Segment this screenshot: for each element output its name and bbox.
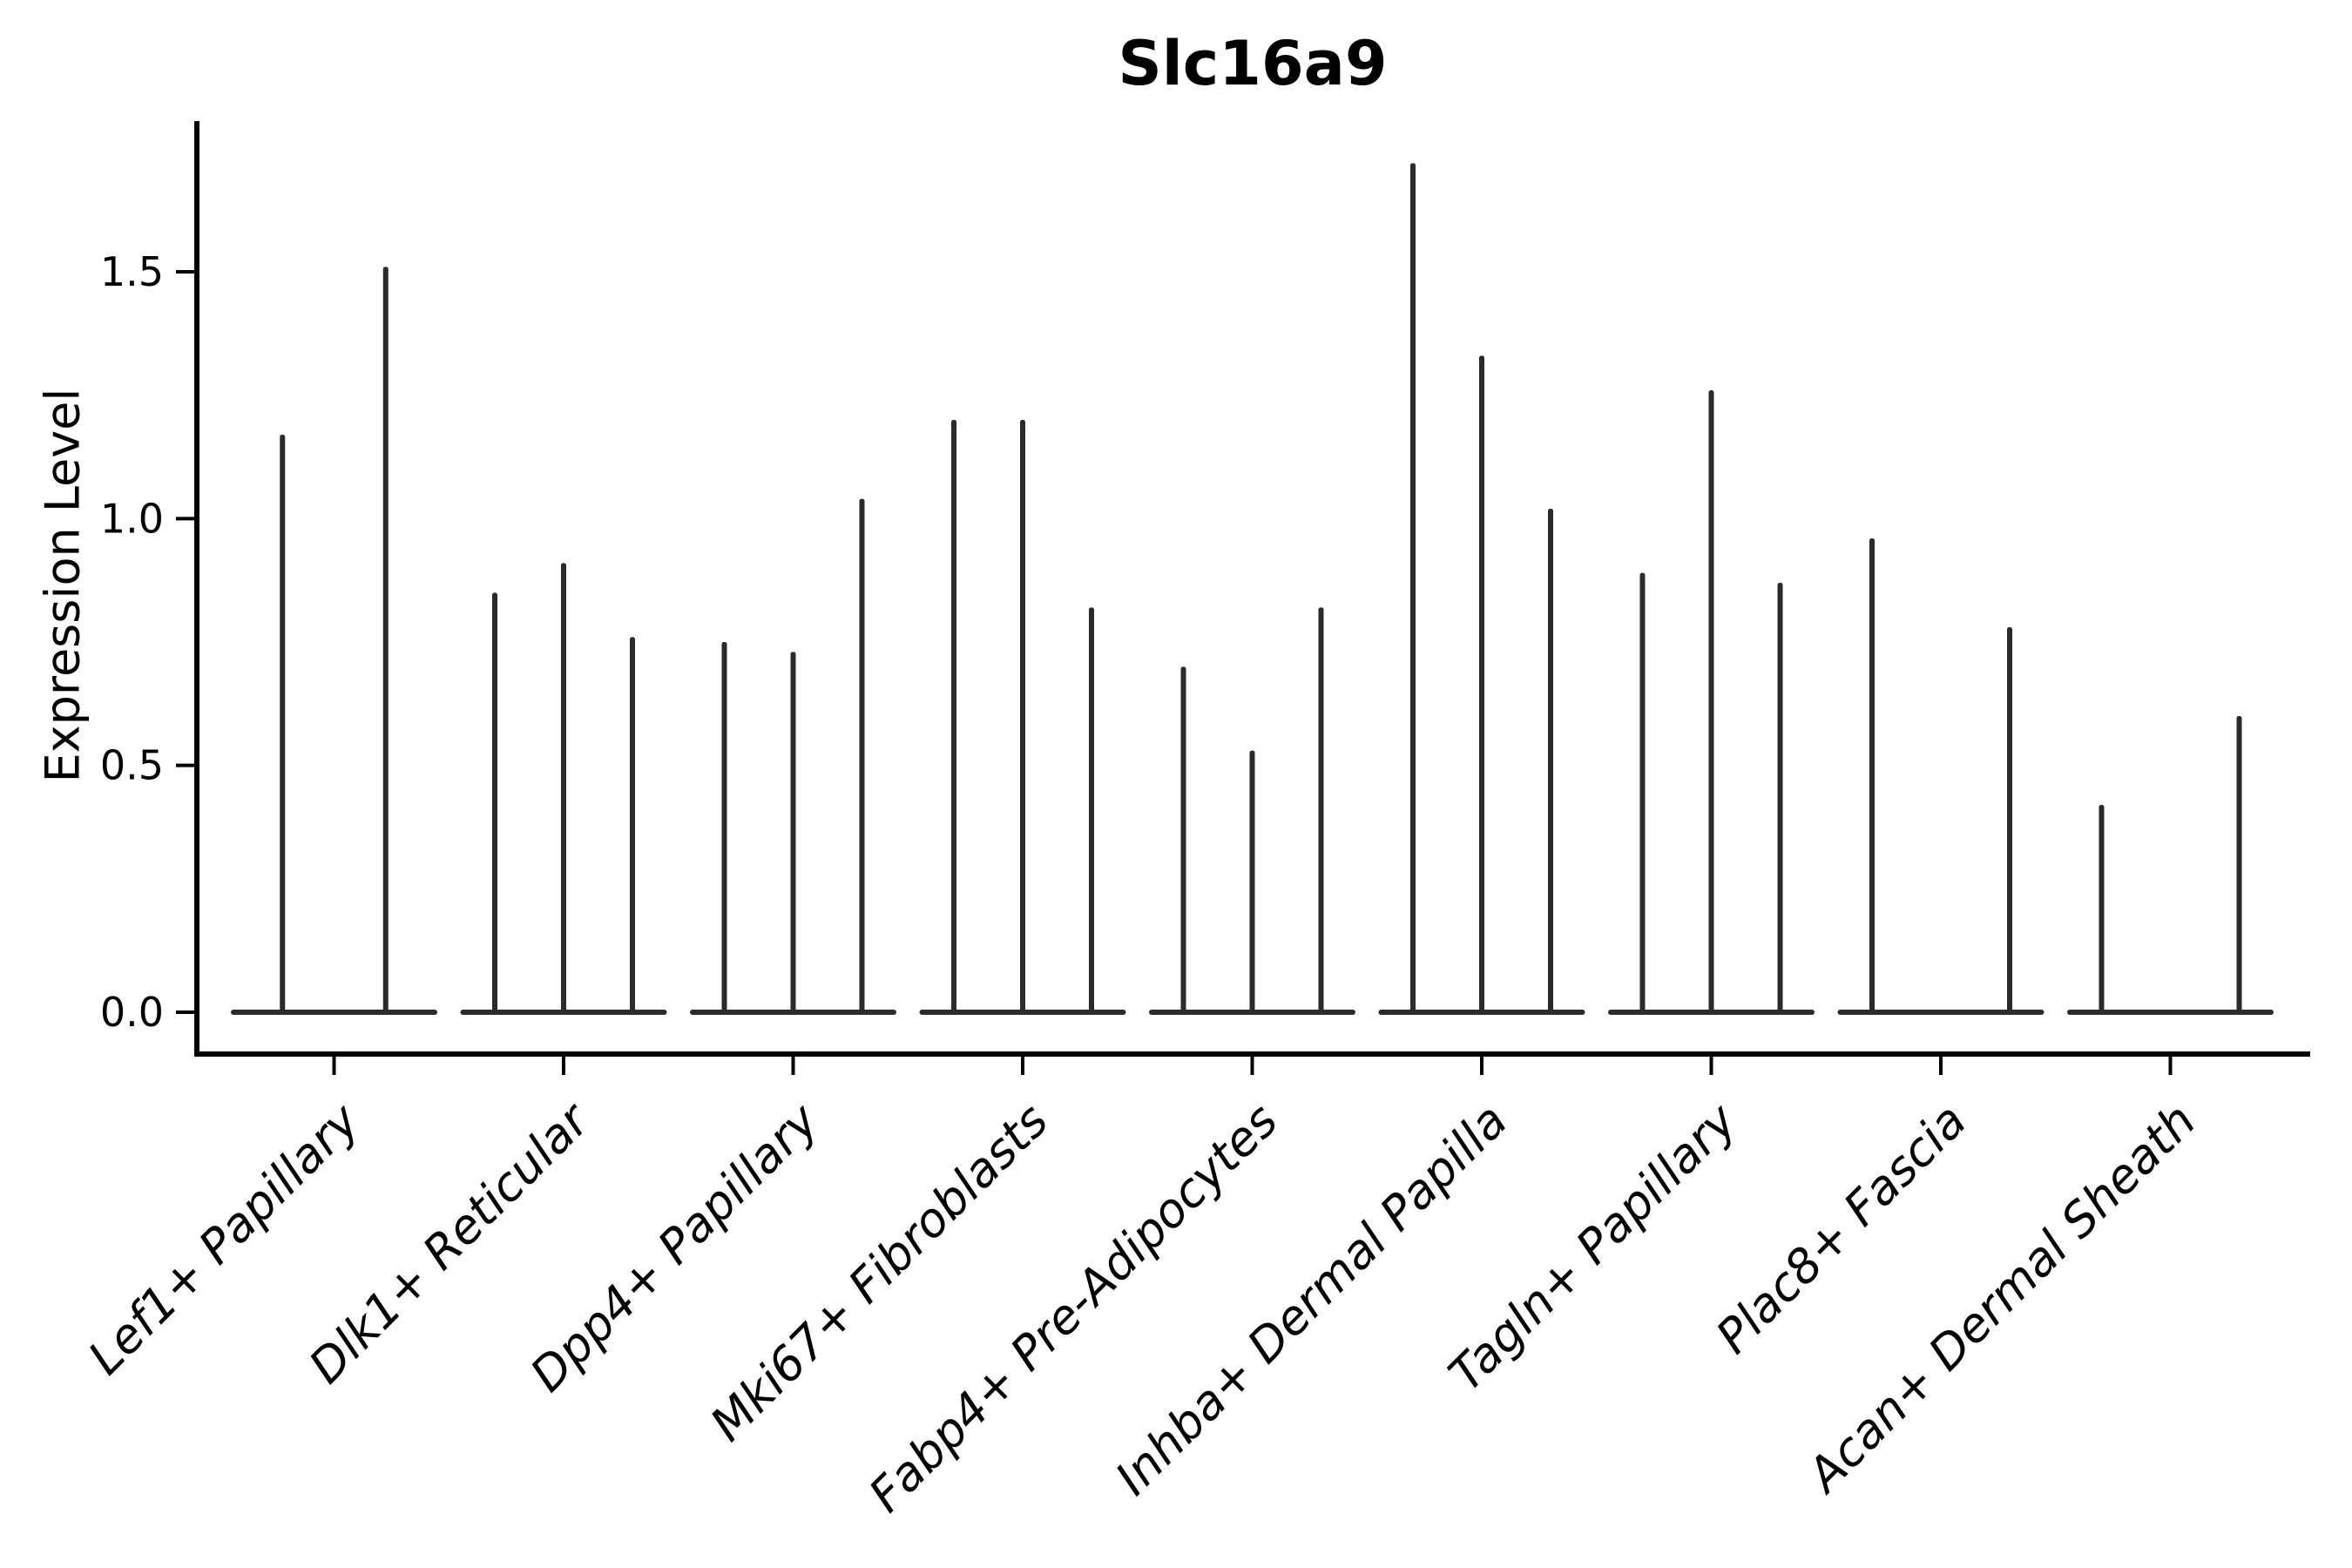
x-tick-label: Inhba+ Dermal Papilla: [1105, 1093, 1517, 1506]
x-tick-label: Fabp4+ Pre-Adipocytes: [858, 1093, 1288, 1523]
violin-spike: [2236, 715, 2242, 1012]
violin-spike: [2007, 626, 2012, 1012]
violin-spike: [1708, 389, 1714, 1012]
violin-spike: [859, 498, 865, 1012]
violin-baseline: [1837, 1010, 2044, 1015]
violin-spike: [280, 434, 286, 1012]
violin-spike: [790, 652, 796, 1012]
violin-spike: [1639, 572, 1646, 1012]
y-tick-label: 0.0: [100, 989, 164, 1036]
chart-title: Slc16a9: [1118, 28, 1388, 99]
y-tick-label: 1.0: [100, 495, 164, 542]
violin-spike: [721, 641, 727, 1012]
violin-spike: [1869, 537, 1875, 1012]
violin-spike: [561, 563, 566, 1012]
violin-spike: [1410, 163, 1416, 1012]
violin-spike: [1777, 582, 1783, 1012]
violin-spike: [1318, 607, 1324, 1012]
violin-spike: [1180, 666, 1186, 1012]
violin-spike: [630, 637, 635, 1012]
violin-spike: [1249, 750, 1255, 1012]
violin-spike: [951, 419, 956, 1013]
violin-baseline: [231, 1010, 437, 1015]
violin-spike: [492, 592, 497, 1012]
violin-baseline: [2067, 1010, 2274, 1015]
violin-spike: [1548, 508, 1553, 1012]
x-tick-label: Acan+ Dermal Sheath: [1795, 1093, 2207, 1504]
violin-spike: [1479, 355, 1484, 1013]
violin-spike: [1089, 607, 1094, 1012]
violin-spike: [1020, 419, 1025, 1013]
violin-spike: [2099, 804, 2105, 1012]
violin-spike: [382, 267, 389, 1012]
y-tick-label: 1.5: [100, 248, 164, 295]
y-tick-label: 0.5: [100, 742, 164, 789]
